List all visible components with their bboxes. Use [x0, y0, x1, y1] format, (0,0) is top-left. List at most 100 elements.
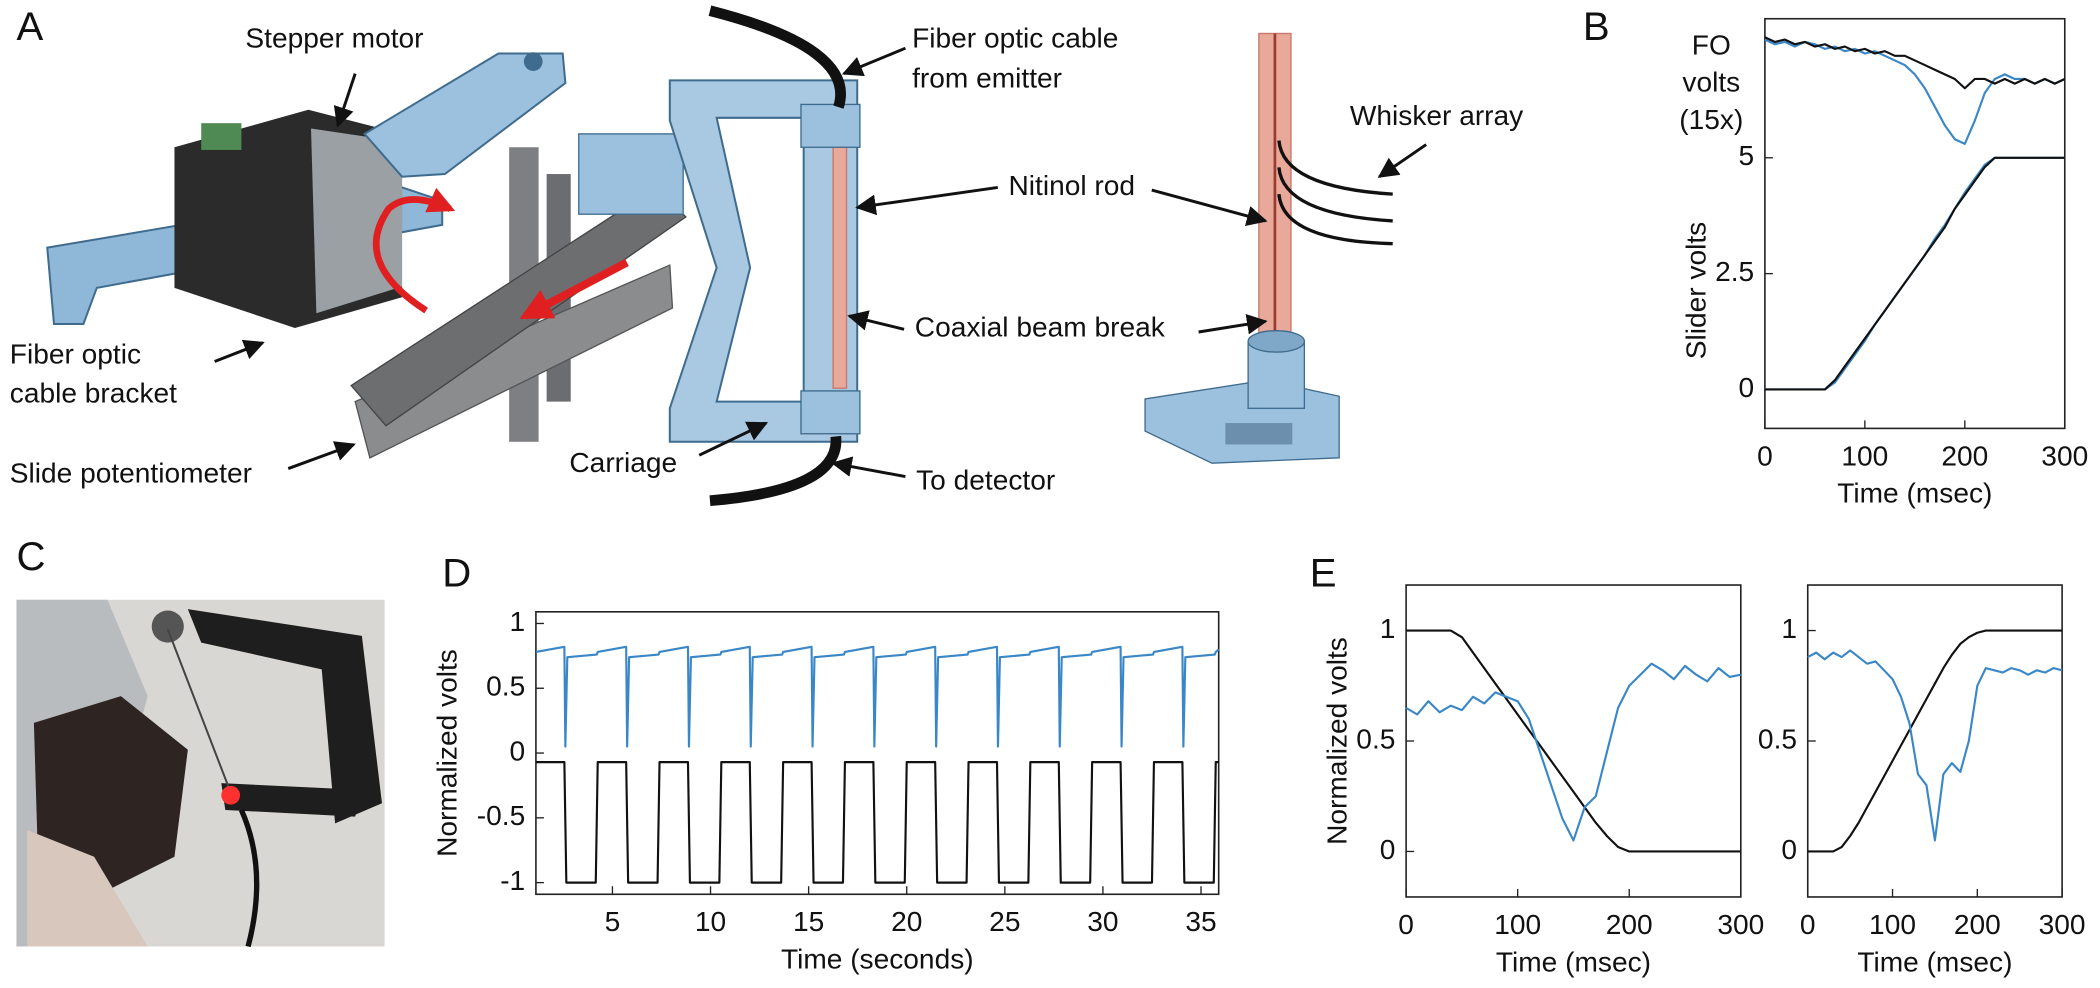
- y-tick-label: 5: [1739, 140, 1755, 171]
- arrow: [698, 421, 769, 457]
- x-axis-label: Time (msec): [1857, 946, 2012, 977]
- x-tick-label: 0: [1800, 909, 1816, 940]
- rail: [350, 186, 687, 427]
- labels: A B C D E Stepper motor Fiber optic cabl…: [10, 4, 1610, 595]
- rat-head: [33, 696, 188, 897]
- arrow: [333, 73, 357, 128]
- arrow: [847, 310, 905, 331]
- label: Carriage: [569, 447, 677, 478]
- x-axis-label: Time (msec): [1496, 946, 1651, 977]
- arrow: [855, 185, 998, 216]
- arrow: [831, 456, 906, 479]
- motor-board: [201, 123, 242, 150]
- whiskers: [1277, 140, 1393, 246]
- x-tick-label: 200: [1941, 440, 1988, 471]
- y-tick-label: 0: [1739, 372, 1755, 403]
- label: Fiber optic: [10, 339, 141, 370]
- holder-arm: [221, 783, 362, 817]
- x-tick-label: 300: [2039, 909, 2086, 940]
- hole: [523, 52, 543, 71]
- x-tick-label: 200: [1606, 909, 1653, 940]
- data-line: [1405, 662, 1742, 842]
- carriage-block: [578, 133, 684, 215]
- x-tick-label: 100: [1494, 909, 1541, 940]
- y-tick-label: 2.5: [1715, 256, 1754, 287]
- label: Fiber optic cable: [912, 23, 1118, 54]
- data-line: [1807, 649, 2063, 842]
- x-tick-label: 10: [695, 906, 726, 937]
- motion-arrow: [519, 258, 629, 320]
- arrow: [1377, 143, 1428, 178]
- cable-photo: [238, 808, 260, 948]
- x-tick-label: 100: [1841, 440, 1888, 471]
- data-line: [1807, 629, 2063, 853]
- y-tick-label: 0.5: [1758, 723, 1797, 754]
- y-tick-label: -1: [500, 865, 525, 896]
- data-line: [535, 761, 1219, 884]
- label: cable bracket: [10, 377, 177, 408]
- x-tick-label: 15: [793, 906, 824, 937]
- label: from emitter: [912, 63, 1062, 94]
- plot-frame: [1806, 584, 2063, 898]
- x-tick-label: 35: [1185, 906, 1216, 937]
- x-tick-label: 100: [1869, 909, 1916, 940]
- plot-frame: [535, 611, 1220, 896]
- label: Slide potentiometer: [10, 458, 252, 489]
- label: Whisker array: [1350, 100, 1523, 131]
- x-tick-label: 20: [891, 906, 922, 937]
- rat-body: [27, 830, 148, 947]
- panel-letter: C: [16, 534, 45, 579]
- annotation: volts: [1682, 67, 1740, 98]
- apparatus-drawing: [46, 5, 1393, 507]
- annotation: (15x): [1679, 104, 1743, 135]
- y-tick-label: 0.5: [486, 671, 525, 702]
- x-tick-label: 300: [2041, 440, 2088, 471]
- rotation-arrow: [372, 187, 456, 314]
- y-axis-label: Slider volts: [1680, 222, 1711, 359]
- fiber-block: [800, 103, 861, 148]
- y-tick-label: 0: [1781, 834, 1797, 865]
- annotation: FO: [1692, 29, 1731, 60]
- data-line: [1764, 38, 2066, 145]
- rod-photo: [166, 628, 232, 793]
- x-axis-label: Time (seconds): [781, 944, 974, 975]
- x-tick-label: 5: [605, 906, 621, 937]
- panel-letter: A: [16, 4, 43, 49]
- y-tick-label: 0: [510, 735, 526, 766]
- cylinder-top: [1247, 330, 1306, 353]
- holder-arm: [187, 609, 382, 824]
- y-tick-label: -0.5: [477, 800, 525, 831]
- arrow: [287, 441, 356, 470]
- y-axis-label: Normalized volts: [1322, 637, 1353, 845]
- label: To detector: [916, 464, 1055, 495]
- x-tick-label: 25: [989, 906, 1020, 937]
- x-tick-label: 30: [1087, 906, 1118, 937]
- arrow: [1198, 314, 1268, 335]
- x-tick-label: 0: [1398, 909, 1414, 940]
- data-line: [535, 645, 1220, 748]
- y-tick-label: 0: [1380, 834, 1396, 865]
- y-tick-label: 1: [1781, 613, 1797, 644]
- data-line: [1764, 156, 2065, 391]
- fiber-mount: [151, 610, 184, 643]
- y-axis-label: Normalized volts: [431, 649, 462, 857]
- label: Coaxial beam break: [915, 312, 1166, 343]
- motor-arm: [363, 52, 567, 178]
- cable: [708, 5, 846, 109]
- fiber-block: [800, 390, 861, 435]
- plot-frame: [1764, 17, 2066, 430]
- x-tick-label: 300: [1717, 909, 1764, 940]
- y-tick-label: 1: [1380, 613, 1396, 644]
- data-line: [1406, 629, 1741, 853]
- data-line: [1764, 36, 2066, 90]
- rod: [832, 133, 848, 389]
- arrows: [214, 46, 1428, 479]
- arrow: [841, 46, 906, 77]
- arrow: [1151, 188, 1268, 226]
- label: Nitinol rod: [1008, 170, 1135, 201]
- panel-letter: B: [1583, 4, 1610, 49]
- plot-frame: [1405, 584, 1742, 898]
